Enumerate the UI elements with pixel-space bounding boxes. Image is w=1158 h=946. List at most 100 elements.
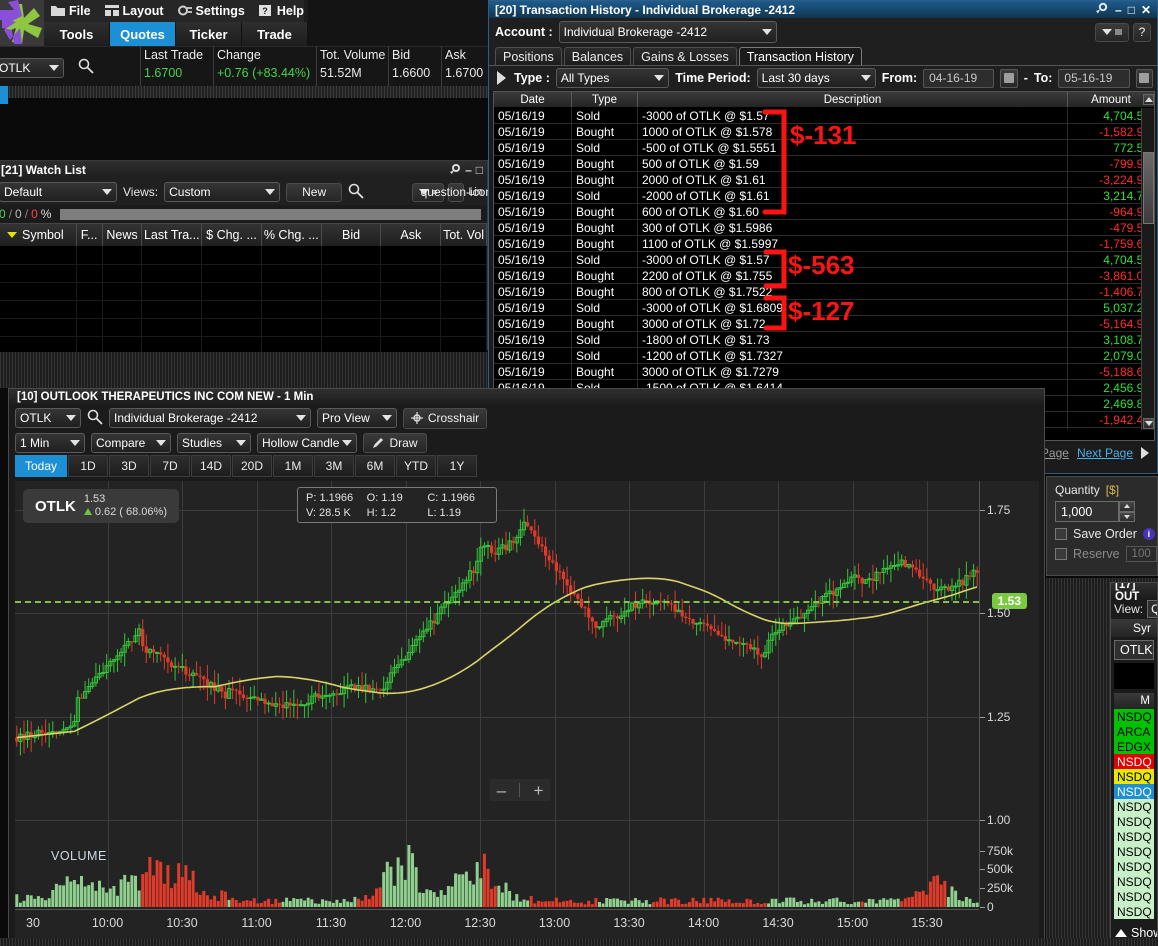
triangle-right-icon[interactable] [1141,447,1149,459]
save-order-row[interactable]: Save Order i [1047,522,1157,541]
from-calendar-icon[interactable] [1000,68,1018,88]
transaction-table-scrollbar[interactable] [1141,94,1154,430]
chart-zoom-controls[interactable]: – + [490,779,550,801]
period-ytd[interactable]: YTD [396,455,436,477]
level2-row[interactable]: NSDQ [1114,889,1154,904]
quote-symbol-select[interactable]: OTLK [0,58,64,78]
currency-toggle[interactable]: [$] [1105,483,1120,497]
period-6m[interactable]: 6M [355,455,395,477]
level2-view-select[interactable]: Qu [1147,600,1157,618]
level2-row[interactable]: EDGX [1114,739,1154,754]
type-filter-select[interactable]: All Types [555,68,670,88]
tab-quotes[interactable]: Quotes [110,22,176,46]
settings-gear-icon[interactable] [1096,2,1109,17]
table-row[interactable]: 05/16/19 Bought 2200 of OTLK @ $1.755 -3,86… [494,268,1154,284]
watch-list-menu-button[interactable] [412,182,445,202]
stepper-down-icon[interactable] [1119,511,1135,522]
level2-row[interactable]: NSDQ [1114,904,1154,919]
watch-list-column-news[interactable]: News [103,224,143,246]
table-row[interactable]: 05/16/19 Bought 800 of OTLK @ $1.7522 -1,40… [494,284,1154,300]
table-row[interactable]: 05/16/19 Sold -2000 of OTLK @ $1.61 3,214.7… [494,188,1154,204]
period-1d[interactable]: 1D [68,455,108,477]
watch-list-column-f[interactable]: F... [77,224,103,246]
table-row[interactable]: 05/16/19 Sold -3000 of OTLK @ $1.57 4,704.5… [494,252,1154,268]
chart-account-select[interactable]: Individual Brokerage -2412 [109,408,311,428]
watch-list-column-pct-change[interactable]: % Chg. ... [262,224,322,246]
quantity-stepper[interactable]: 1,000 [1055,501,1157,522]
tab-transaction-history[interactable]: Transaction History [738,47,862,65]
to-date-input[interactable]: 05-16-19 [1058,68,1130,88]
transaction-menu-button[interactable] [1095,22,1129,42]
level2-symbol-input[interactable]: OTLK [1114,640,1154,660]
scroll-up-button[interactable] [1143,94,1154,105]
chart-compare-select[interactable]: Compare [91,433,171,453]
quantity-input[interactable]: 1,000 [1055,501,1119,522]
watch-list-new-button[interactable]: New [286,182,343,202]
chart-style-select[interactable]: Hollow Candle [257,433,357,453]
chart-plot-area[interactable]: 1.53 VOLUME 1.75 1.50 1.25 1.00 750k 500k 250k… [15,481,1039,941]
table-row[interactable]: 05/16/19 Sold -1200 of OTLK @ $1.7327 2,079… [494,348,1154,364]
watch-list-search-icon[interactable] [348,183,364,202]
tab-gains-losses[interactable]: Gains & Losses [633,47,737,65]
table-row[interactable]: 05/16/19 Bought 300 of OTLK @ $1.5986 -479.… [494,220,1154,236]
column-header-type[interactable]: Type [572,92,638,107]
tab-balances[interactable]: Balances [563,47,632,65]
scroll-down-button[interactable] [1143,418,1154,429]
watch-list-window-controls[interactable]: – □ [450,163,487,177]
period-3d[interactable]: 3D [109,455,149,477]
table-row[interactable]: 05/16/19 Bought 1100 of OTLK @ $1.5997 -1,7… [494,236,1154,252]
crosshair-button[interactable]: Crosshair [403,407,487,429]
level2-show-row[interactable]: Show [1111,923,1157,943]
column-header-description[interactable]: Description [638,92,1068,107]
level2-row[interactable]: NSDQ [1114,844,1154,859]
table-row[interactable]: 05/16/19 Sold -3000 of OTLK @ $1.57 4,704.5… [494,108,1154,124]
maximize-icon[interactable]: □ [1127,2,1135,17]
to-calendar-icon[interactable] [1135,68,1153,88]
level2-row[interactable]: NSDQ [1114,784,1154,799]
column-header-amount[interactable]: Amount [1091,93,1131,106]
list-item[interactable] [0,265,487,283]
watch-list-column-bid[interactable]: Bid [322,224,382,246]
watch-list-column-symbol[interactable]: Symbol [0,224,77,246]
level2-row[interactable]: NSDQ [1114,829,1154,844]
transaction-help-button[interactable]: ? [1133,22,1151,42]
level2-row[interactable]: NSDQ [1114,799,1154,814]
account-select[interactable]: Individual Brokerage -2412 [558,21,777,43]
quote-search-icon[interactable] [78,58,94,77]
period-today[interactable]: Today [15,455,67,477]
list-item[interactable] [0,319,487,337]
draw-button[interactable]: Draw [363,433,427,453]
table-row[interactable]: 05/16/19 Sold -500 of OTLK @ $1.5551 772.52 [494,140,1154,156]
tab-trade[interactable]: Trade [242,22,308,46]
menu-item-help[interactable]: ? Help [252,0,311,22]
watch-list-column-total-volume[interactable]: Tot. Vol [441,224,487,246]
settings-gear-icon[interactable] [450,163,461,177]
save-order-checkbox[interactable] [1055,528,1067,540]
menu-item-file[interactable]: File [44,0,98,22]
chart-studies-select[interactable]: Studies [177,433,251,453]
close-icon[interactable]: ✕ [1140,2,1151,17]
level2-row[interactable]: NSDQ [1114,874,1154,889]
watch-list-link-label[interactable]: Lin [468,186,483,198]
chart-symbol-select[interactable]: OTLK [15,408,81,428]
menu-item-layout[interactable]: Layout [98,0,171,22]
level2-row[interactable]: NSDQ [1114,814,1154,829]
period-20d[interactable]: 20D [232,455,272,477]
info-icon[interactable]: i [1142,528,1155,540]
level2-row[interactable]: ARCA [1114,724,1154,739]
expand-triangle-icon[interactable] [497,71,506,85]
stepper-up-icon[interactable] [1119,501,1135,512]
menu-item-settings[interactable]: Settings [171,0,252,22]
table-row[interactable]: 05/16/19 Bought 3000 of OTLK @ $1.72 -5,164… [494,316,1154,332]
table-row[interactable]: 05/16/19 Sold -1800 of OTLK @ $1.73 3,108.7… [494,332,1154,348]
chart-search-icon[interactable] [87,409,103,428]
maximize-icon[interactable]: □ [475,163,483,177]
plus-icon[interactable]: + [533,780,544,800]
period-1y[interactable]: 1Y [437,455,477,477]
column-header-date[interactable]: Date [494,92,572,107]
table-row[interactable]: 05/16/19 Bought 1000 of OTLK @ $1.578 -1,58… [494,124,1154,140]
from-date-input[interactable]: 04-16-19 [923,68,995,88]
chart-view-mode-select[interactable]: Pro View [317,408,397,428]
tab-tools[interactable]: Tools [44,22,110,46]
level2-row[interactable]: NSDQ [1114,769,1154,784]
